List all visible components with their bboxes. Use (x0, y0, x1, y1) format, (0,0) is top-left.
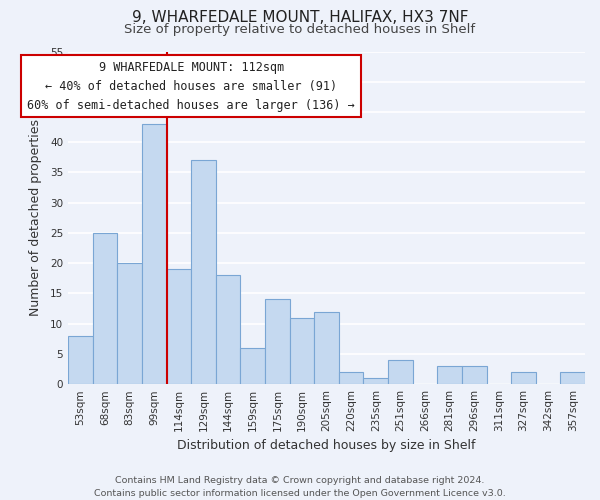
Bar (265, 300, 290, 384)
Bar (560, 372, 585, 384)
Bar (290, 318, 314, 384)
Bar (364, 378, 388, 384)
Bar (167, 270, 191, 384)
Text: Contains HM Land Registry data © Crown copyright and database right 2024.
Contai: Contains HM Land Registry data © Crown c… (94, 476, 506, 498)
Bar (388, 360, 413, 384)
Bar (216, 276, 241, 384)
Bar (142, 124, 167, 384)
Bar (241, 348, 265, 384)
Bar (462, 366, 487, 384)
Text: 9 WHARFEDALE MOUNT: 112sqm
← 40% of detached houses are smaller (91)
60% of semi: 9 WHARFEDALE MOUNT: 112sqm ← 40% of deta… (28, 60, 355, 112)
Bar (437, 366, 462, 384)
X-axis label: Distribution of detached houses by size in Shelf: Distribution of detached houses by size … (178, 440, 476, 452)
Text: 9, WHARFEDALE MOUNT, HALIFAX, HX3 7NF: 9, WHARFEDALE MOUNT, HALIFAX, HX3 7NF (132, 10, 468, 25)
Bar (339, 372, 364, 384)
Bar (511, 372, 536, 384)
Bar (93, 233, 118, 384)
Y-axis label: Number of detached properties: Number of detached properties (29, 120, 42, 316)
Bar (68, 336, 93, 384)
Text: Size of property relative to detached houses in Shelf: Size of property relative to detached ho… (124, 22, 476, 36)
Bar (118, 263, 142, 384)
Bar (191, 160, 216, 384)
Bar (314, 312, 339, 384)
